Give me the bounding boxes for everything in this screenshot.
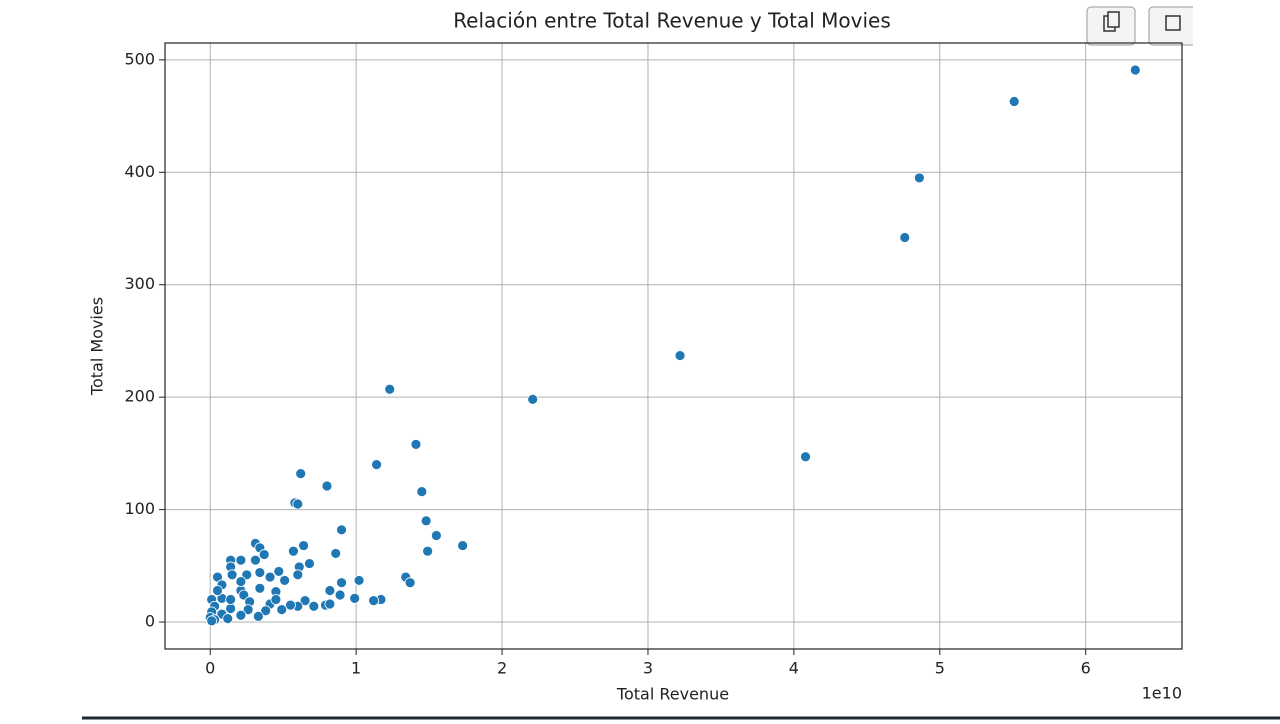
scatter-point: [225, 594, 237, 605]
scatter-point: [371, 459, 382, 471]
x-tick-label: 4: [789, 659, 799, 678]
scatter-point: [212, 585, 223, 596]
scatter-point: [404, 577, 416, 589]
scatter-point: [430, 530, 442, 541]
x-tick-label: 0: [205, 659, 215, 678]
x-tick-label: 6: [1081, 659, 1091, 678]
x-axis-label: Total Revenue: [616, 685, 729, 704]
scatter-point: [292, 569, 304, 581]
scatter-point: [276, 604, 288, 616]
scatter-point: [226, 569, 238, 581]
save-icon: [1165, 15, 1181, 31]
scatter-point: [800, 451, 811, 463]
scatter-point: [1129, 64, 1141, 76]
copy-icon: [1107, 11, 1120, 28]
scatter-point: [295, 468, 307, 480]
scatter-point: [422, 545, 434, 557]
scatter-point: [225, 603, 237, 614]
y-tick-label: 500: [124, 49, 155, 68]
scatter-point: [235, 554, 247, 566]
scatter-point: [368, 595, 380, 607]
chart-title: Relación entre Total Revenue y Total Mov…: [453, 9, 891, 33]
scatter-point: [235, 609, 247, 621]
scatter-point: [308, 600, 320, 612]
scatter-point: [206, 615, 218, 627]
x-tick-label: 5: [935, 659, 945, 678]
scatter-point: [416, 486, 428, 497]
scatter-point: [222, 613, 234, 625]
scatter-point: [330, 548, 342, 559]
scatter-point: [299, 595, 311, 607]
scatter-point: [270, 594, 282, 605]
x-tick-label: 2: [497, 659, 507, 678]
plot-frame: [164, 42, 1183, 650]
x-tick-label: 3: [643, 659, 653, 678]
scatter-point: [250, 554, 261, 566]
y-tick-label: 400: [124, 162, 155, 181]
scatter-point: [288, 545, 299, 557]
scatter-point: [913, 172, 925, 184]
scatter-point: [336, 577, 347, 589]
y-tick-label: 100: [124, 499, 155, 518]
scatter-point: [260, 605, 272, 617]
background: [1193, 0, 1280, 60]
scatter-point: [420, 515, 432, 527]
scatter-point: [334, 589, 346, 601]
scatter-point: [527, 394, 539, 405]
scatter-point: [235, 576, 247, 587]
save-button[interactable]: [1148, 6, 1200, 46]
scatter-point: [457, 540, 469, 551]
scatter-point: [1008, 96, 1020, 107]
scatter-point: [410, 438, 422, 450]
scatter-point: [252, 610, 264, 622]
scatter-point: [254, 567, 266, 578]
scatter-point: [321, 480, 333, 492]
y-tick-label: 200: [124, 387, 155, 406]
scatter-point: [264, 571, 276, 583]
scatter-point: [349, 593, 361, 604]
scatter-point: [273, 566, 285, 577]
x-tick-label: 1: [351, 659, 361, 678]
scatter-point: [298, 540, 310, 551]
scatter-point: [674, 350, 686, 361]
scatter-point: [258, 549, 270, 560]
scatter-point: [324, 598, 336, 610]
scatter-point: [899, 232, 911, 243]
y-tick-label: 0: [145, 612, 155, 631]
scatter-point: [242, 604, 254, 616]
scatter-point: [279, 575, 291, 586]
scatter-point: [304, 558, 315, 569]
scatter-point: [285, 599, 296, 611]
scatter-point: [353, 575, 365, 586]
scatter-point: [384, 383, 396, 395]
scatter-point: [292, 498, 304, 510]
y-axis-label: Total Movies: [88, 297, 107, 396]
scatter-point: [254, 582, 266, 594]
y-tick-label: 300: [124, 274, 155, 293]
scatter-point: [336, 524, 347, 536]
scatter-point: [324, 585, 336, 596]
x-offset-label: 1e10: [1142, 684, 1182, 703]
